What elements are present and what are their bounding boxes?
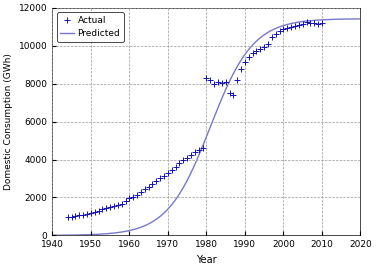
Predicted: [50, 234, 55, 237]
Actual: [107, 205, 113, 210]
Actual: [84, 211, 90, 216]
Predicted: [189, 170, 194, 174]
Actual: [246, 55, 252, 59]
Actual: [80, 213, 86, 217]
Actual: [126, 196, 132, 200]
Actual: [153, 179, 159, 183]
Actual: [226, 91, 232, 95]
Actual: [173, 165, 179, 169]
Actual: [203, 76, 209, 80]
Actual: [219, 80, 225, 85]
Actual: [200, 146, 206, 150]
Actual: [230, 93, 237, 97]
Actual: [176, 161, 182, 165]
Actual: [273, 32, 279, 36]
Actual: [223, 80, 229, 84]
Actual: [123, 199, 129, 203]
Actual: [146, 185, 152, 189]
Actual: [277, 29, 283, 34]
Actual: [130, 194, 136, 199]
Actual: [76, 213, 82, 217]
Actual: [88, 210, 94, 215]
Actual: [261, 44, 267, 49]
Actual: [315, 22, 321, 26]
Actual: [96, 208, 102, 213]
Actual: [319, 21, 325, 25]
Actual: [142, 187, 148, 192]
Actual: [284, 26, 290, 30]
Actual: [103, 206, 109, 211]
Actual: [68, 215, 74, 219]
Actual: [150, 182, 156, 186]
Actual: [165, 171, 171, 175]
Actual: [234, 78, 240, 82]
Predicted: [82, 233, 87, 236]
Actual: [250, 51, 256, 55]
Actual: [119, 201, 125, 206]
Actual: [292, 24, 298, 28]
Actual: [138, 190, 144, 194]
Line: Predicted: Predicted: [52, 19, 368, 235]
Actual: [257, 47, 263, 52]
Actual: [242, 60, 248, 64]
Actual: [300, 22, 306, 26]
Actual: [134, 192, 140, 197]
Actual: [188, 153, 194, 157]
Actual: [296, 23, 302, 27]
Actual: [311, 21, 317, 25]
Actual: [180, 158, 186, 162]
Predicted: [267, 30, 271, 33]
Actual: [288, 24, 294, 29]
Actual: [184, 155, 190, 160]
Actual: [161, 174, 167, 178]
Actual: [211, 82, 217, 86]
Predicted: [178, 191, 182, 194]
Actual: [265, 42, 271, 46]
Actual: [115, 203, 121, 207]
Actual: [99, 207, 105, 211]
Actual: [196, 148, 202, 152]
Actual: [215, 80, 221, 84]
Actual: [169, 168, 175, 172]
Actual: [92, 210, 98, 214]
Actual: [73, 214, 79, 218]
Actual: [207, 78, 213, 82]
Predicted: [366, 17, 370, 20]
Actual: [157, 176, 163, 180]
Actual: [308, 21, 314, 25]
Actual: [65, 215, 71, 220]
Actual: [303, 20, 309, 24]
Actual: [111, 204, 117, 208]
Actual: [238, 67, 244, 72]
Y-axis label: Domestic Consumption (GWh): Domestic Consumption (GWh): [4, 53, 13, 190]
Predicted: [296, 20, 301, 24]
Actual: [280, 27, 287, 32]
Legend: Actual, Predicted: Actual, Predicted: [57, 12, 124, 42]
Actual: [192, 150, 198, 154]
Actual: [269, 35, 275, 39]
Predicted: [302, 20, 306, 23]
Actual: [253, 49, 259, 54]
X-axis label: Year: Year: [196, 255, 217, 265]
